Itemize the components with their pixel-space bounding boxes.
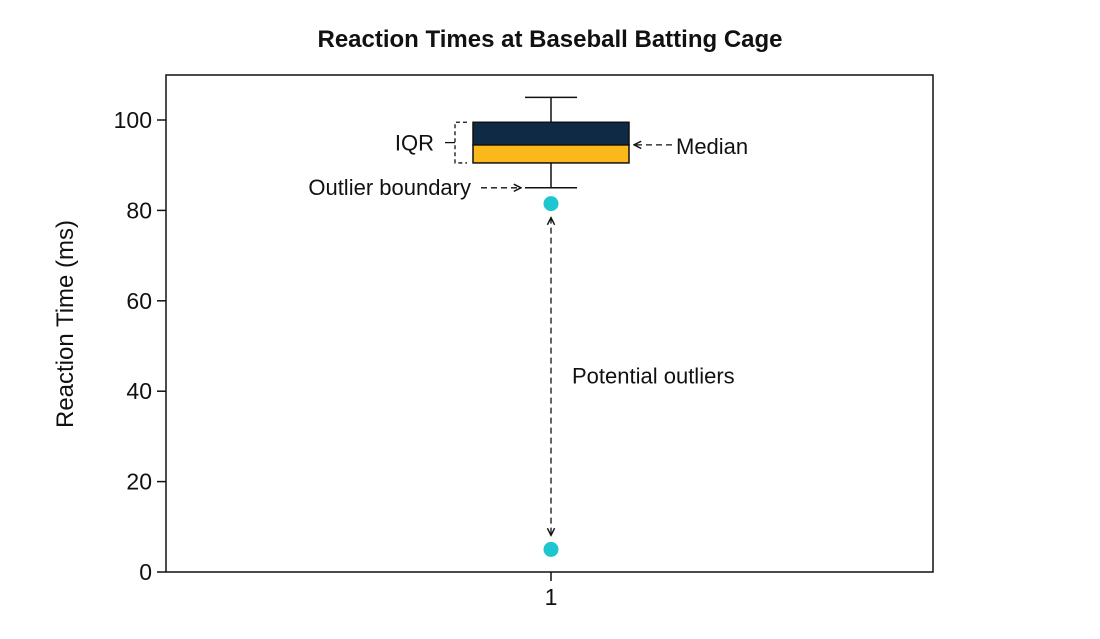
box-plot	[472, 96, 630, 189]
y-tick-label: 80	[126, 197, 152, 223]
outlier-point	[543, 196, 559, 212]
iqr-label: IQR	[395, 131, 434, 156]
chart-title: Reaction Times at Baseball Batting Cage	[317, 26, 782, 53]
outlier-points	[543, 196, 559, 557]
box-lower-half	[472, 144, 630, 164]
y-axis-ticks: 0 20 40 60 80 100	[114, 107, 166, 585]
iqr-bracket	[454, 121, 467, 164]
median-label: Median	[676, 134, 748, 159]
box-upper-half	[472, 121, 630, 146]
outlier-point	[543, 541, 559, 557]
x-tick-label: 1	[545, 584, 558, 610]
y-tick-label: 100	[114, 107, 152, 133]
y-tick-label: 60	[126, 288, 152, 314]
potential-outliers-label: Potential outliers	[572, 364, 735, 389]
y-tick-label: 0	[139, 559, 152, 585]
y-axis-label: Reaction Time (ms)	[52, 220, 79, 428]
y-tick-label: 20	[126, 469, 152, 495]
outlier-boundary-label: Outlier boundary	[308, 175, 471, 200]
x-axis-ticks: 1	[545, 572, 558, 610]
annotations: IQR Median Outlier boundary Potential ou…	[308, 121, 748, 535]
y-tick-label: 40	[126, 378, 152, 404]
plot-area-frame	[165, 74, 934, 573]
